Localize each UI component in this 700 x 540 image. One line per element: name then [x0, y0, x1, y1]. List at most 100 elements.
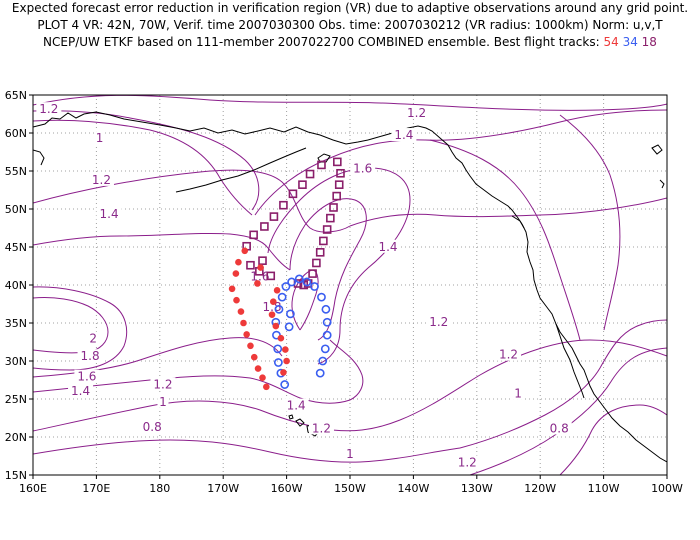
- contour-label-bg: [283, 398, 309, 412]
- track-dot-red: [232, 270, 240, 277]
- contour-label-bg: [77, 349, 103, 363]
- track-dot-red: [280, 369, 287, 376]
- track-circle-blue: [287, 277, 297, 287]
- contour-label: 1: [346, 447, 354, 461]
- contour-label-bg: [74, 369, 100, 383]
- contour-label: 1.4: [100, 207, 119, 221]
- track-circle-blue: [318, 356, 328, 366]
- track-square-purple: [249, 230, 258, 240]
- coast-vancouver: [511, 215, 525, 229]
- contour-line: [399, 339, 667, 421]
- track-dot-red: [250, 353, 258, 361]
- contour-label: 0.8: [143, 420, 162, 434]
- contour-label: 1.4: [71, 384, 90, 398]
- contour-label-bg: [375, 239, 401, 253]
- track-dot-red: [237, 308, 245, 315]
- x-tick-label: 130W: [461, 482, 493, 495]
- track-circle-blue: [284, 322, 294, 332]
- y-tick-label: 60N: [5, 127, 27, 140]
- track-dot-red: [259, 374, 266, 382]
- contour-label-bg: [88, 172, 114, 186]
- track-circle-blue: [273, 358, 283, 367]
- track-circle-blue: [280, 380, 290, 389]
- coast-island-ne: [659, 179, 665, 189]
- track-circle-blue: [320, 344, 330, 354]
- y-tick-label: 65N: [5, 89, 27, 102]
- track-square-purple: [288, 189, 298, 199]
- header-line-3-text: NCEP/UW ETKF based on 111-member 2007022…: [43, 35, 600, 49]
- y-tick-label: 55N: [5, 165, 27, 178]
- contour-line: [559, 114, 621, 331]
- coast-kamchatka: [33, 149, 45, 166]
- track-square-purple: [326, 213, 335, 223]
- y-tick-label: 50N: [5, 203, 27, 216]
- coast-alaska-north: [33, 111, 369, 145]
- contour-label-bg: [496, 347, 521, 361]
- contour-label: 1.2: [499, 348, 518, 362]
- track-circle-blue: [317, 292, 326, 302]
- x-tick-label: 100W: [651, 482, 683, 495]
- contour-label-bg: [546, 421, 572, 435]
- contour-line: [33, 286, 128, 371]
- contour-label-bg: [308, 421, 334, 435]
- x-tick-label: 170W: [207, 482, 239, 495]
- y-tick-label: 35N: [5, 317, 27, 330]
- track-circle-blue: [281, 282, 291, 291]
- track-dot-red: [243, 331, 250, 338]
- contour-line: [469, 347, 667, 475]
- track-square-purple: [329, 203, 338, 212]
- header-line-1: Expected forecast error reduction in ver…: [11, 1, 689, 15]
- track-circle-blue: [273, 344, 283, 354]
- y-tick-label: 20N: [5, 431, 27, 444]
- contour-label: 1.4: [287, 399, 306, 413]
- contour-label: 0.8: [550, 421, 569, 435]
- contour-label: 1.2: [458, 456, 477, 470]
- contour-field: 1.2 1.21 1.41.21.61.41.41.61.821.21.81.61.…: [33, 95, 667, 475]
- contour-label: 1.8: [262, 300, 281, 314]
- contour-line: [33, 119, 253, 216]
- track-dot-red: [272, 322, 280, 330]
- contour-line: [33, 232, 291, 271]
- track-square-purple: [312, 258, 321, 268]
- contour-line: [33, 297, 109, 354]
- track-dot-red: [240, 319, 247, 327]
- contour-line: [429, 139, 581, 341]
- contour-label: 2: [89, 332, 97, 346]
- contour-label-bg: [259, 299, 285, 313]
- track-square-purple: [315, 248, 325, 257]
- y-tick-label: 45N: [5, 241, 27, 254]
- coast-baja: [555, 323, 585, 399]
- coast-aleutians: [175, 147, 307, 193]
- track-square-purple: [246, 260, 255, 270]
- contour-label-bg: [344, 447, 356, 461]
- contour-label-bg: [36, 102, 62, 116]
- contour-line: [33, 439, 461, 463]
- track-circle-blue: [286, 309, 295, 319]
- track-circle-blue: [274, 304, 284, 314]
- contour-line: [267, 167, 411, 365]
- header-line-2: PLOT 4 VR: 42N, 70W, Verif. time 2007030…: [37, 18, 663, 32]
- contour-label: 1.2: [153, 377, 172, 391]
- track-circle-blue: [277, 292, 287, 302]
- contour-label-bg: [150, 377, 176, 391]
- track-dot-red: [263, 383, 270, 391]
- coast-gulf-alaska: [367, 125, 523, 225]
- contour-line: [329, 339, 364, 401]
- contour-line: [459, 319, 667, 449]
- contour-line: [33, 375, 351, 404]
- contour-line: [33, 169, 351, 233]
- contour-label-bg: [68, 384, 94, 398]
- contour-label: 1: [514, 386, 522, 400]
- x-tick-label: 120W: [524, 482, 556, 495]
- track-square-purple: [298, 180, 307, 189]
- contour-label: 1.2: [39, 102, 58, 116]
- plot-header: Expected forecast error reduction in ver…: [0, 0, 700, 51]
- track-circle-blue: [294, 274, 304, 284]
- track-label-red: 54: [603, 35, 619, 49]
- contour-line: [33, 95, 667, 111]
- track-square-purple: [336, 168, 345, 178]
- coastline: [33, 111, 667, 463]
- track-circle-blue: [321, 304, 331, 314]
- contour-labels: 1.2 1.21 1.41.21.61.41.41.61.821.21.81.61.…: [36, 102, 572, 470]
- contour-label: 1.2: [312, 421, 331, 435]
